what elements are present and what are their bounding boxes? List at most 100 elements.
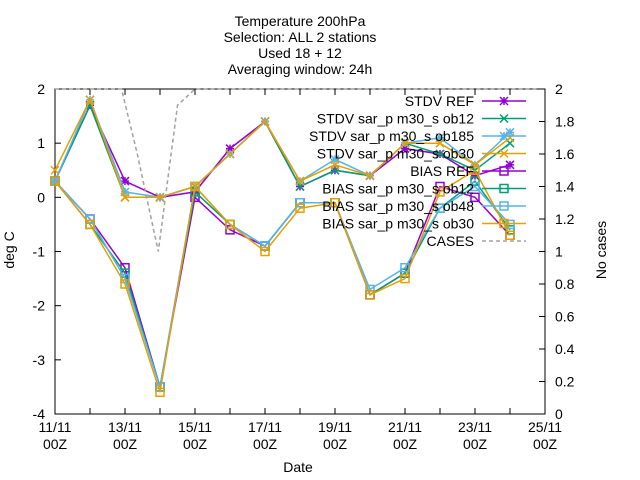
legend-label: BIAS sar_p m30_s ob48 xyxy=(322,198,474,214)
x-tick-label-date: 21/11 xyxy=(388,419,422,435)
series-line xyxy=(54,180,511,388)
data-point xyxy=(435,138,445,148)
y2-tick-label: 0.2 xyxy=(555,374,575,390)
data-point xyxy=(120,187,130,197)
series-8 xyxy=(55,88,538,252)
data-point xyxy=(435,187,445,197)
data-point xyxy=(470,171,480,181)
x-tick-label-date: 17/11 xyxy=(248,419,282,435)
data-point xyxy=(190,181,200,192)
data-point xyxy=(435,133,445,143)
x-tick-label-hour: 00Z xyxy=(183,436,208,452)
data-point xyxy=(499,96,509,106)
data-point xyxy=(365,290,375,300)
x-tick-label-date: 25/11 xyxy=(528,419,562,435)
y-tick-label: 2 xyxy=(37,81,45,97)
data-point xyxy=(330,160,340,170)
data-point xyxy=(435,149,445,159)
x-tick-label-date: 15/11 xyxy=(178,419,212,435)
series-line xyxy=(54,97,511,199)
x-axis-label: Date xyxy=(283,459,313,475)
y2-tick-label: 1.6 xyxy=(555,146,575,162)
y2-tick-label: 0.4 xyxy=(555,341,575,357)
y2-tick-label: 1 xyxy=(555,244,563,260)
data-point xyxy=(225,149,235,159)
x-tick-label-hour: 00Z xyxy=(43,436,68,452)
data-point xyxy=(499,113,509,124)
x-tick-label-date: 13/11 xyxy=(108,419,142,435)
title-line: Temperature 200hPa xyxy=(235,13,366,29)
y2-tick-label: 1.8 xyxy=(555,114,575,130)
legend-label: STDV REF xyxy=(405,93,474,109)
x-tick-label-hour: 00Z xyxy=(393,436,418,452)
data-point xyxy=(499,183,509,194)
data-point xyxy=(470,160,480,170)
series-layer xyxy=(50,88,538,398)
data-point xyxy=(499,148,509,159)
data-point xyxy=(295,203,305,213)
x-tick-label-hour: 00Z xyxy=(463,436,488,452)
data-point xyxy=(50,165,60,175)
legend-label: BIAS sar_p m30_s ob30 xyxy=(322,216,474,232)
y2-tick-label: 0.8 xyxy=(555,276,575,292)
data-point xyxy=(330,198,340,208)
data-point xyxy=(50,176,60,186)
data-point xyxy=(499,218,509,229)
data-point xyxy=(470,192,480,203)
series-line xyxy=(54,169,511,393)
x-axis-ticks: 11/1100Z13/1100Z15/1100Z17/1100Z19/1100Z… xyxy=(39,89,562,452)
legend-label: STDV sar_p m30_s ob12 xyxy=(317,111,474,127)
data-point xyxy=(155,387,165,398)
data-point xyxy=(330,154,340,164)
data-point xyxy=(155,192,165,202)
data-point xyxy=(435,203,445,213)
legend-label: STDV sar_p m30_s ob185 xyxy=(309,128,474,144)
data-point xyxy=(499,166,509,176)
data-point xyxy=(225,225,235,235)
legend-label: CASES xyxy=(427,233,474,249)
data-point xyxy=(295,198,305,208)
x-tick-label-date: 19/11 xyxy=(318,419,352,435)
y2-tick-label: 0 xyxy=(555,406,563,422)
data-point xyxy=(505,127,515,137)
data-point xyxy=(120,176,130,186)
x-tick-label-hour: 00Z xyxy=(533,436,558,452)
data-point xyxy=(225,144,235,154)
x-tick-label-hour: 00Z xyxy=(323,436,348,452)
legend-label: STDV sar_p m30_s ob30 xyxy=(317,146,474,162)
series-7 xyxy=(50,165,515,398)
y-tick-label: -2 xyxy=(33,298,46,314)
data-point xyxy=(470,176,480,186)
y-tick-label: -3 xyxy=(33,352,46,368)
data-point xyxy=(225,219,235,230)
data-point xyxy=(365,171,375,181)
x-tick-label-date: 11/11 xyxy=(39,419,72,435)
y-axis-ticks: -4 -3 -2 -1 0 1 2 xyxy=(33,81,61,422)
y2-tick-label: 1.2 xyxy=(555,211,575,227)
y-tick-label: -4 xyxy=(33,406,46,422)
y2-tick-label: 1.4 xyxy=(555,179,575,195)
data-point xyxy=(505,160,515,170)
data-point xyxy=(120,279,130,289)
legend-label: BIAS sar_p m30_s ob12 xyxy=(322,181,474,197)
y-tick-label: 0 xyxy=(37,189,45,205)
y-tick-label: 1 xyxy=(37,135,45,151)
x-tick-label-date: 23/11 xyxy=(458,419,492,435)
data-point xyxy=(85,219,95,230)
data-point xyxy=(435,181,445,192)
y2-axis-ticks: 0 0.2 0.4 0.6 0.8 1 1.2 1.4 1.6 1.8 2 xyxy=(539,81,575,422)
data-point xyxy=(400,273,410,284)
legend-label: BIAS REF xyxy=(410,163,474,179)
data-point xyxy=(120,192,130,202)
data-point xyxy=(85,95,95,105)
data-point xyxy=(470,181,480,192)
data-point xyxy=(260,246,270,257)
series-3 xyxy=(50,95,515,202)
y2-tick-label: 2 xyxy=(555,81,563,97)
data-point xyxy=(400,138,410,148)
y2-tick-label: 0.6 xyxy=(555,309,575,325)
y-axis-label: deg C xyxy=(1,231,17,268)
title-line: Averaging window: 24h xyxy=(228,61,373,77)
